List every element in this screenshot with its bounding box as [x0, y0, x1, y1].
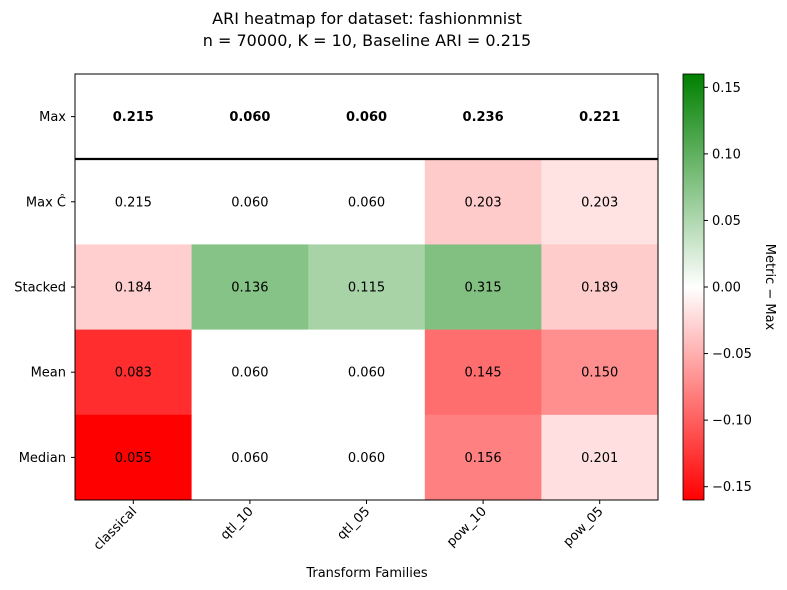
cell-value-label: 0.189	[581, 281, 618, 296]
y-tick-label: Median	[19, 451, 66, 466]
heatmap-cell	[424, 329, 542, 416]
cell-value-label: 0.060	[348, 451, 385, 466]
heatmap-cell	[541, 329, 659, 416]
chart-title-line1: ARI heatmap for dataset: fashionmnist	[212, 9, 522, 28]
heatmap-cell	[308, 159, 426, 245]
colorbar-tick-label: 0.05	[712, 214, 741, 229]
colorbar-tick-label: 0.00	[712, 281, 741, 296]
cell-value-label: 0.156	[464, 451, 501, 466]
x-tick-label: pow_10	[444, 504, 490, 550]
cell-value-label: 0.060	[346, 110, 387, 125]
cell-value-label: 0.083	[115, 366, 152, 381]
y-tick-label: Max	[39, 110, 66, 125]
heatmap-cell	[308, 329, 426, 416]
cell-value-label: 0.136	[231, 281, 268, 296]
heatmap-cell	[424, 159, 542, 245]
colorbar-ticks: 0.15 0.10 0.05 0.00 −0.05 −0.10 −0.15	[704, 81, 752, 495]
cell-value-label: 0.221	[579, 110, 620, 125]
colorbar-tick-label: 0.15	[712, 81, 741, 96]
colorbar-tick-label: −0.10	[712, 414, 752, 429]
cell-value-label: 0.150	[581, 366, 618, 381]
heatmap-cell	[541, 159, 659, 245]
cell-value-label: 0.145	[464, 366, 501, 381]
cell-value-label: 0.184	[115, 281, 152, 296]
heatmap-cell-labels: 0.215 0.060 0.060 0.236 0.221 0.215 0.060 0.060…	[113, 110, 621, 466]
heatmap-cell	[75, 244, 193, 331]
heatmap-cell	[191, 414, 309, 501]
x-axis-label: Transform Families	[305, 566, 428, 581]
colorbar-tick-label: −0.05	[712, 347, 752, 362]
cell-value-label: 0.203	[464, 195, 501, 210]
cell-value-label: 0.060	[231, 451, 268, 466]
heatmap-cell	[308, 74, 426, 160]
heatmap-cell	[75, 74, 193, 160]
heatmap-cell	[75, 329, 193, 416]
cell-value-label: 0.060	[231, 366, 268, 381]
heatmap-cell	[541, 244, 659, 331]
heatmap-cell	[308, 244, 426, 331]
cell-value-label: 0.215	[115, 195, 152, 210]
heatmap-cell	[541, 74, 659, 160]
y-axis: Max Max Ĉ Stacked Mean Median	[14, 110, 75, 466]
cell-value-label: 0.203	[581, 195, 618, 210]
colorbar-tick-label: −0.15	[712, 480, 752, 495]
cell-value-label: 0.215	[113, 110, 154, 125]
heatmap-cell	[424, 414, 542, 501]
heatmap-cell	[75, 414, 193, 501]
cell-value-label: 0.060	[348, 195, 385, 210]
colorbar-label: Metric − Max	[762, 244, 777, 331]
y-tick-label: Stacked	[14, 281, 66, 296]
heatmap-cell	[191, 244, 309, 331]
heatmap-cell	[424, 244, 542, 331]
y-tick-label: Mean	[31, 366, 66, 381]
heatmap-cell	[308, 414, 426, 501]
heatmap-cell	[191, 74, 309, 160]
x-tick-label: classical	[91, 504, 140, 553]
x-tick-label: pow_05	[561, 504, 607, 550]
heatmap-cell	[191, 329, 309, 416]
x-tick-label: qtl_05	[334, 504, 373, 543]
colorbar	[682, 73, 705, 501]
heatmap-cell	[541, 414, 659, 501]
heatmap-cell	[191, 159, 309, 245]
cell-value-label: 0.060	[231, 195, 268, 210]
x-axis: classical qtl_10 qtl_05 pow_10 pow_05	[91, 500, 607, 553]
cell-value-label: 0.315	[464, 281, 501, 296]
heatmap-cells	[75, 74, 659, 501]
cell-value-label: 0.201	[581, 451, 618, 466]
heatmap-cell	[424, 74, 542, 160]
cell-value-label: 0.060	[348, 366, 385, 381]
cell-value-label: 0.115	[348, 281, 385, 296]
y-tick-label: Max Ĉ	[26, 194, 66, 210]
x-tick-label: qtl_10	[218, 504, 257, 543]
cell-value-label: 0.055	[115, 451, 152, 466]
cell-value-label: 0.236	[463, 110, 504, 125]
heatmap-cell	[75, 159, 193, 245]
cell-value-label: 0.060	[229, 110, 270, 125]
chart-title-line2: n = 70000, K = 10, Baseline ARI = 0.215	[203, 31, 531, 50]
colorbar-tick-label: 0.10	[712, 147, 741, 162]
